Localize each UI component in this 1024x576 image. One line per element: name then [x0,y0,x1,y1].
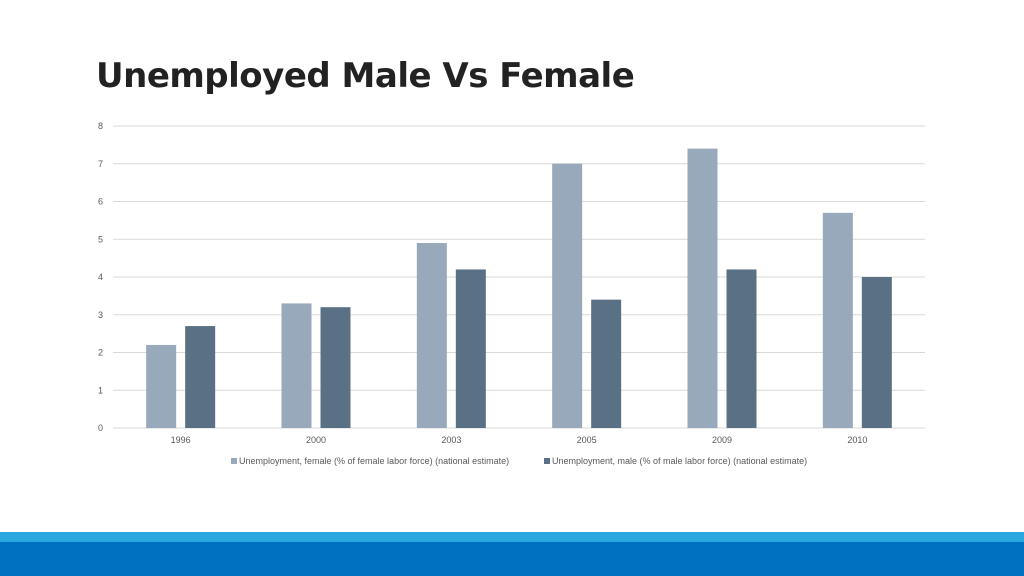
bar-male-2000 [320,307,351,428]
x-tick-label: 1996 [171,435,191,445]
bar-female-1996 [146,344,177,428]
gridlines [113,125,925,429]
bar-male-1996 [185,326,216,428]
y-tick-label: 2 [98,348,103,358]
bar-female-2009 [687,148,718,428]
bar-chart: 0 1 2 3 4 5 6 7 8 1996 2000 2003 2005 2009 2010 Unemp… [98,121,925,466]
y-tick-label: 5 [98,234,103,244]
x-tick-label: 2003 [441,435,461,445]
legend-swatch [544,458,550,464]
y-tick-label: 3 [98,310,103,320]
bar-female-2010 [822,212,853,428]
x-tick-label: 2005 [577,435,597,445]
legend-swatch [231,458,237,464]
y-tick-label: 8 [98,121,103,131]
legend-label: Unemployment, male (% of male labor forc… [552,456,807,466]
legend: Unemployment, female (% of female labor … [231,456,807,466]
bar-male-2003 [455,269,486,428]
footer-band-dark [0,542,1024,576]
y-tick-label: 4 [98,272,103,282]
footer-band-light [0,532,1024,542]
bar-male-2005 [591,299,622,428]
bar-female-2005 [552,163,583,428]
bars [146,148,892,428]
x-axis-ticks: 1996 2000 2003 2005 2009 2010 [171,435,868,445]
bar-male-2010 [861,277,892,428]
y-tick-label: 1 [98,385,103,395]
y-tick-label: 6 [98,197,103,207]
bar-female-2000 [281,303,312,428]
x-tick-label: 2010 [847,435,867,445]
slide-title: Unemployed Male Vs Female [96,56,635,96]
x-tick-label: 2000 [306,435,326,445]
x-tick-label: 2009 [712,435,732,445]
y-tick-label: 0 [98,423,103,433]
bar-male-2009 [726,269,757,428]
y-tick-label: 7 [98,159,103,169]
legend-label: Unemployment, female (% of female labor … [239,456,509,466]
y-axis-ticks: 0 1 2 3 4 5 6 7 8 [98,121,103,433]
bar-female-2003 [416,243,447,428]
